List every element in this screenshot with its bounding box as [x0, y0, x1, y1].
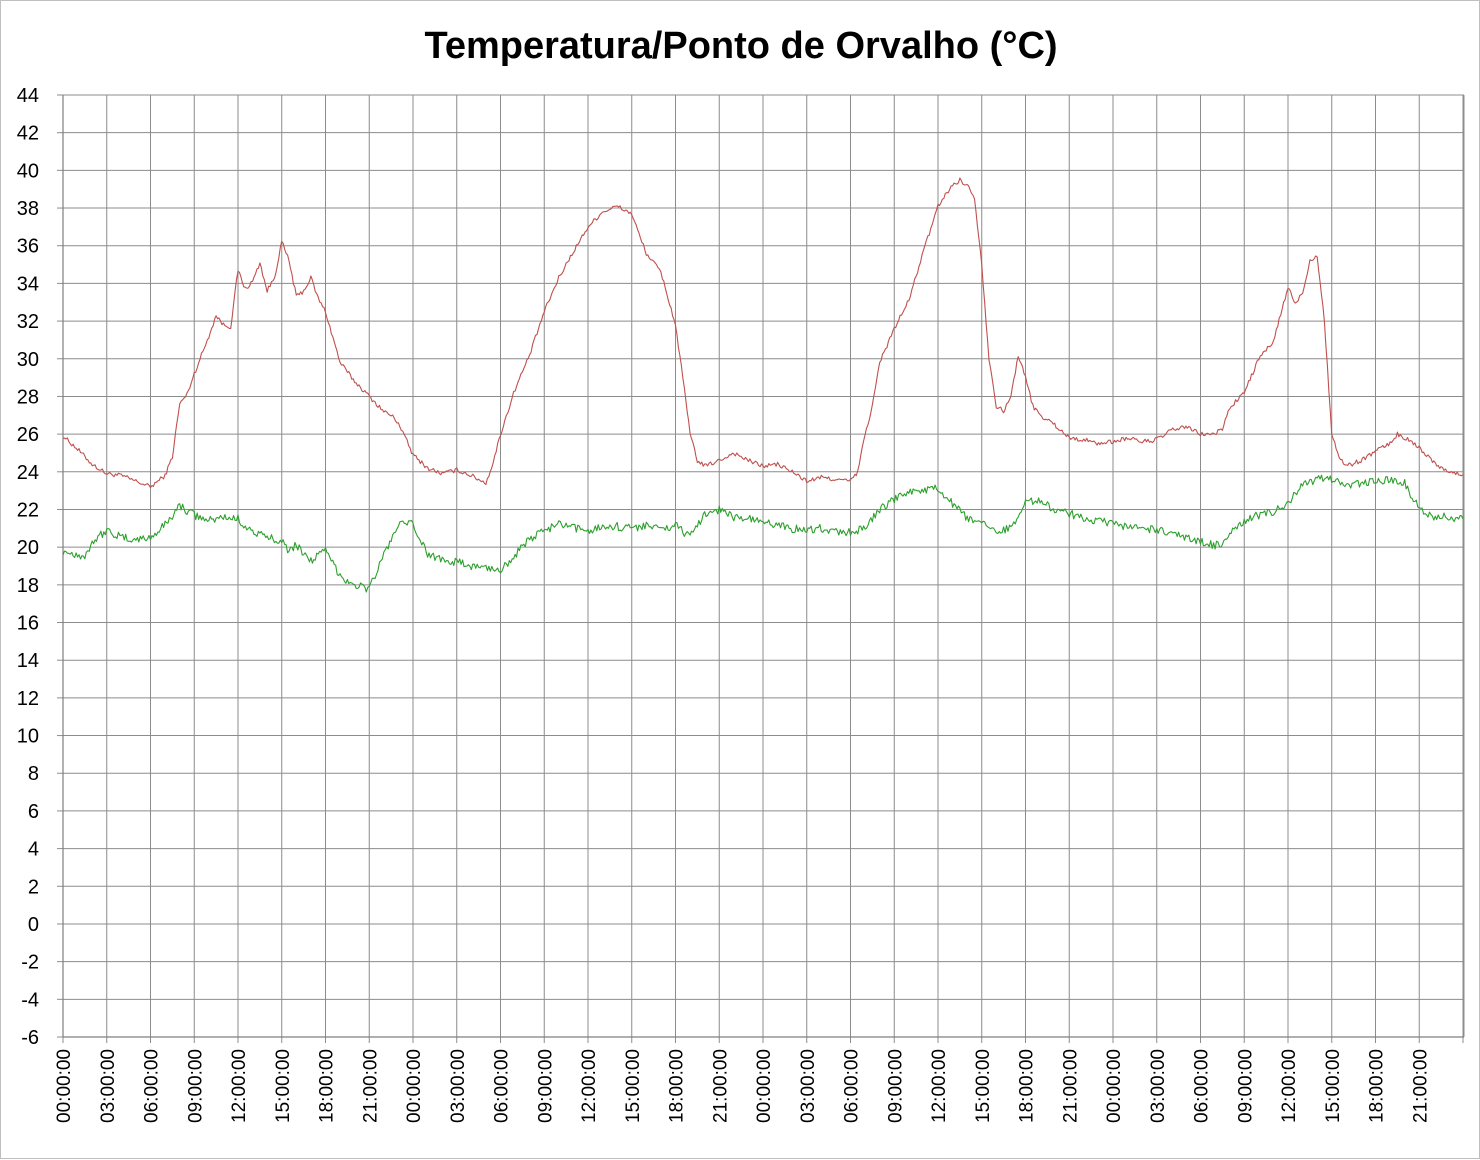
- x-tick-label: 06:00:00: [142, 1049, 163, 1123]
- x-tick-label: 15:00:00: [1323, 1049, 1344, 1123]
- x-tick-label: 00:00:00: [54, 1049, 75, 1123]
- y-tick-label: 22: [17, 499, 39, 521]
- chart-title: Temperatura/Ponto de Orvalho (°C): [424, 25, 1057, 67]
- x-tick-label: 21:00:00: [1410, 1049, 1431, 1123]
- x-tick-label: 06:00:00: [842, 1049, 863, 1123]
- y-tick-label: 18: [17, 575, 39, 597]
- y-tick-label: 20: [17, 537, 39, 559]
- series-layer: [62, 177, 1464, 593]
- x-tick-label: 12:00:00: [1279, 1049, 1300, 1123]
- x-tick-label: 21:00:00: [710, 1049, 731, 1123]
- y-tick-label: 4: [28, 839, 39, 861]
- y-tick-label: 34: [17, 273, 39, 295]
- x-tick-label: 00:00:00: [404, 1049, 425, 1123]
- grid-lines: [62, 94, 1465, 1038]
- x-tick-label: 12:00:00: [229, 1049, 250, 1123]
- x-tick-label: 03:00:00: [448, 1049, 469, 1123]
- x-tick-label: 06:00:00: [1192, 1049, 1213, 1123]
- x-tick-label: 09:00:00: [885, 1049, 906, 1123]
- y-tick-label: 8: [28, 763, 39, 785]
- x-tick-label: 21:00:00: [360, 1049, 381, 1123]
- y-tick-label: 36: [17, 236, 39, 258]
- series-line-2: [62, 474, 1464, 593]
- y-tick-label: 2: [28, 876, 39, 898]
- x-tick-label: 15:00:00: [623, 1049, 644, 1123]
- x-axis-ticks: 00:00:00 03:00:00 06:00:00 09:00:00 12:00:00…: [54, 1049, 1431, 1123]
- y-tick-label: -4: [21, 989, 39, 1011]
- series-line-1: [62, 177, 1464, 489]
- x-tick-label: 00:00:00: [754, 1049, 775, 1123]
- y-tick-label: 14: [17, 650, 39, 672]
- x-tick-label: 18:00:00: [1367, 1049, 1388, 1123]
- y-axis-ticks: -6-4-20246810121416182022242628303234363…: [17, 85, 39, 1049]
- y-tick-label: 40: [17, 160, 39, 182]
- y-tick-label: 38: [17, 198, 39, 220]
- x-tick-label: 06:00:00: [492, 1049, 513, 1123]
- x-tick-label: 12:00:00: [929, 1049, 950, 1123]
- y-tick-label: -2: [21, 952, 39, 974]
- x-tick-label: 21:00:00: [1060, 1049, 1081, 1123]
- y-tick-label: 6: [28, 801, 39, 823]
- y-tick-label: 16: [17, 613, 39, 635]
- y-tick-label: 26: [17, 424, 39, 446]
- y-tick-label: 30: [17, 349, 39, 371]
- y-tick-label: 12: [17, 688, 39, 710]
- x-tick-label: 03:00:00: [98, 1049, 119, 1123]
- y-tick-label: 10: [17, 726, 39, 748]
- x-tick-label: 03:00:00: [798, 1049, 819, 1123]
- y-tick-label: 44: [17, 85, 39, 107]
- x-tick-label: 12:00:00: [579, 1049, 600, 1123]
- x-tick-label: 18:00:00: [1017, 1049, 1038, 1123]
- x-tick-label: 09:00:00: [535, 1049, 556, 1123]
- y-tick-label: 0: [28, 914, 39, 936]
- x-tick-label: 09:00:00: [185, 1049, 206, 1123]
- x-tick-label: 15:00:00: [973, 1049, 994, 1123]
- y-tick-label: -6: [21, 1027, 39, 1049]
- x-tick-label: 18:00:00: [667, 1049, 688, 1123]
- x-tick-label: 15:00:00: [273, 1049, 294, 1123]
- y-tick-label: 28: [17, 386, 39, 408]
- y-tick-label: 24: [17, 462, 39, 484]
- x-tick-label: 18:00:00: [317, 1049, 338, 1123]
- y-tick-label: 42: [17, 123, 39, 145]
- axis-lines: [57, 94, 1464, 1043]
- x-tick-label: 03:00:00: [1148, 1049, 1169, 1123]
- x-tick-label: 09:00:00: [1235, 1049, 1256, 1123]
- x-tick-label: 00:00:00: [1104, 1049, 1125, 1123]
- y-tick-label: 32: [17, 311, 39, 333]
